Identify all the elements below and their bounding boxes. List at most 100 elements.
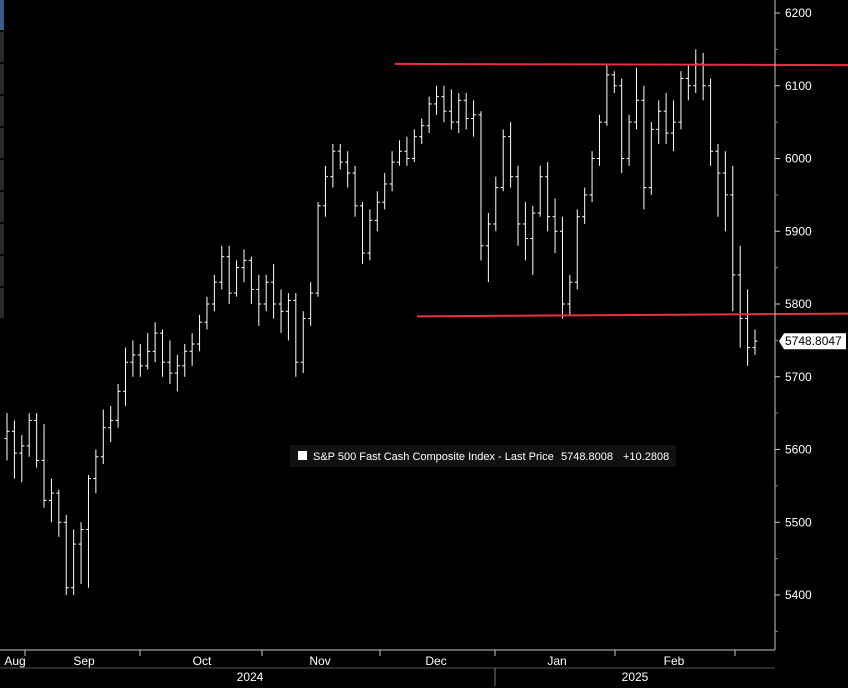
ohlc-bar: [204, 296, 210, 330]
ohlc-bar: [152, 322, 158, 363]
ohlc-bar: [330, 143, 336, 188]
ohlc-bar: [463, 93, 469, 130]
ohlc-bar: [182, 344, 188, 377]
ohlc-bar: [745, 289, 751, 366]
ohlc-bar: [26, 413, 32, 457]
ohlc-bar: [448, 89, 454, 130]
ohlc-bar: [626, 114, 632, 166]
ohlc-bar: [78, 522, 84, 585]
ohlc-bar: [404, 136, 410, 166]
x-month-label: Jan: [547, 654, 566, 668]
ohlc-bar: [678, 71, 684, 130]
ohlc-bar: [315, 202, 321, 297]
legend-change: +10.2808: [623, 451, 669, 463]
ohlc-bar: [634, 67, 640, 130]
y-axis: 5400 5500 5600 5700 5800 5900 6000 6100 6200: [775, 6, 812, 632]
ohlc-bar: [130, 340, 136, 377]
ohlc-bar: [700, 53, 706, 101]
ohlc-bar: [167, 340, 173, 385]
ohlc-bar: [19, 434, 25, 483]
ohlc-bar: [63, 514, 69, 595]
left-tab[interactable]: [0, 160, 4, 192]
x-month-label: Oct: [193, 654, 212, 668]
left-tab[interactable]: [0, 256, 4, 288]
ohlc-bar: [352, 165, 358, 217]
ohlc-bar: [41, 424, 47, 508]
ohlc-bar: [11, 420, 17, 479]
x-axis: Aug Sep Oct Nov Dec Jan Feb 2024 2025: [4, 650, 736, 684]
ohlc-bar: [552, 198, 558, 254]
ohlc-bar: [367, 209, 373, 261]
ohlc-bar: [382, 173, 388, 210]
last-price-tag: 5748.8047: [779, 333, 846, 350]
ohlc-bar: [471, 100, 477, 137]
ohlc-bar: [115, 384, 121, 428]
x-month-label: Aug: [4, 654, 25, 668]
y-tick-label: 5500: [785, 515, 812, 529]
ohlc-bar: [293, 293, 299, 377]
ohlc-bar: [108, 405, 114, 443]
x-year-label: 2024: [237, 670, 264, 684]
ohlc-bar: [308, 282, 314, 326]
ohlc-bar: [641, 85, 647, 210]
ohlc-bar: [419, 118, 425, 144]
x-year-label: 2025: [622, 670, 649, 684]
support-line: [417, 312, 848, 318]
ohlc-bar: [693, 49, 699, 94]
ohlc-bar: [122, 347, 128, 406]
ohlc-bar: [441, 85, 447, 123]
ohlc-bar: [48, 478, 54, 523]
ohlc-bar: [322, 165, 328, 217]
ohlc-bar: [478, 111, 484, 261]
ohlc-bar: [278, 289, 284, 334]
ohlc-bar: [234, 260, 240, 297]
ohlc-bar: [493, 176, 499, 232]
left-tab[interactable]: [0, 192, 4, 224]
ohlc-bar: [619, 78, 625, 174]
ohlc-bar: [537, 165, 543, 217]
ohlc-bar: [685, 63, 691, 101]
ohlc-bar: [85, 474, 91, 588]
left-tab[interactable]: [0, 64, 4, 96]
ohlc-bar: [4, 413, 10, 461]
ohlc-bar: [256, 274, 262, 326]
ohlc-bar: [589, 151, 595, 203]
left-tab[interactable]: [0, 128, 4, 160]
left-tab[interactable]: [0, 0, 4, 32]
ohlc-bar: [226, 245, 232, 304]
ohlc-bar: [434, 85, 440, 115]
left-panel-tabs: [0, 0, 4, 320]
legend-label: S&P 500 Fast Cash Composite Index - Last…: [313, 451, 554, 463]
ohlc-bar: [722, 151, 728, 232]
x-month-label: Dec: [425, 654, 446, 668]
y-tick-label: 5800: [785, 297, 812, 311]
ohlc-bar: [197, 314, 203, 352]
left-tab[interactable]: [0, 224, 4, 256]
ohlc-bar: [137, 344, 143, 377]
ohlc-bar: [545, 162, 551, 232]
left-tab[interactable]: [0, 288, 4, 320]
ohlc-bar: [34, 413, 40, 468]
ohlc-bar: [263, 274, 269, 312]
ohlc-bar: [485, 213, 491, 283]
ohlc-bar: [708, 78, 714, 166]
y-tick-label: 5700: [785, 370, 812, 384]
ohlc-bar: [663, 93, 669, 144]
ohlc-bar: [337, 143, 343, 170]
ohlc-bar: [174, 354, 180, 392]
ohlc-bar: [567, 274, 573, 315]
left-tab[interactable]: [0, 32, 4, 64]
ohlc-bar: [56, 489, 62, 537]
ohlc-bar: [211, 274, 217, 312]
ohlc-bar: [189, 333, 195, 366]
ohlc-bar: [500, 129, 506, 192]
ohlc-bar: [241, 249, 247, 283]
left-tab[interactable]: [0, 96, 4, 128]
ohlc-bar: [574, 209, 580, 290]
ohlc-bar: [515, 165, 521, 246]
ohlc-bar: [508, 122, 514, 188]
ohlc-bar: [160, 329, 166, 377]
ohlc-bar: [522, 202, 528, 261]
